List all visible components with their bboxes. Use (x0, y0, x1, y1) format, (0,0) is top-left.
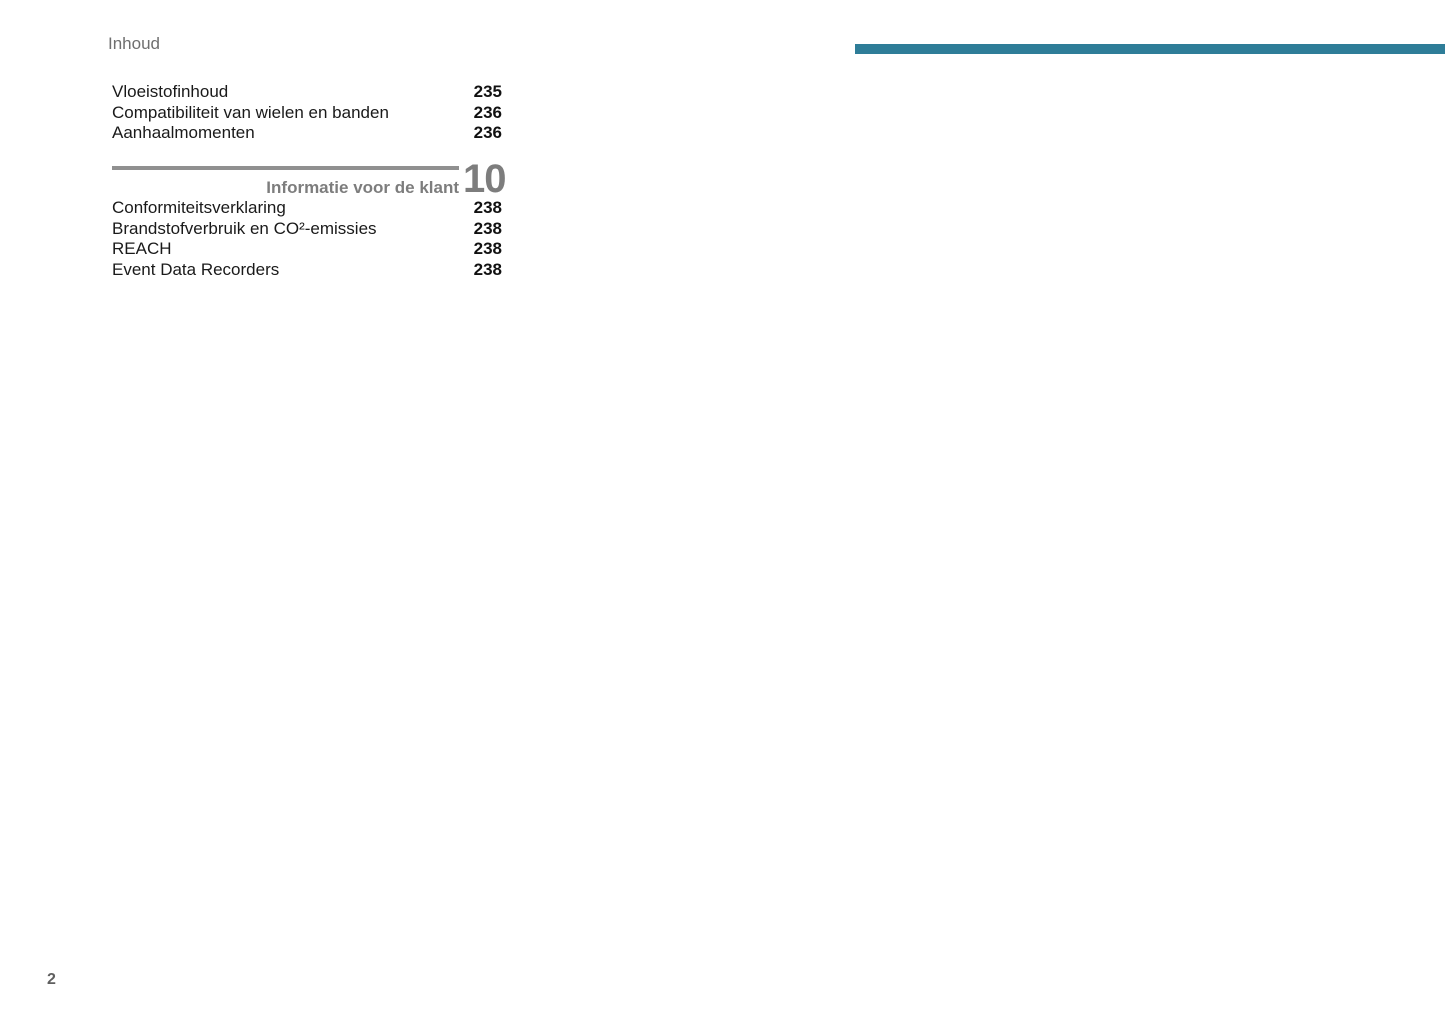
chapter-heading: Informatie voor de klant 10 (112, 157, 506, 201)
toc-entry-page: 238 (473, 239, 502, 258)
toc-entry[interactable]: Event Data Recorders 238 (112, 260, 502, 281)
toc-entry-label: Aanhaalmomenten (112, 123, 255, 142)
toc-entry[interactable]: Brandstofverbruik en CO²-emissies 238 (112, 219, 502, 240)
toc-section-fluids: Vloeistofinhoud 235 Compatibiliteit van … (112, 82, 502, 144)
toc-entry-page: 238 (473, 218, 502, 238)
toc-entry-label: Conformiteitsverklaring (112, 198, 286, 217)
toc-entry[interactable]: Vloeistofinhoud 235 (112, 82, 502, 103)
chapter-title: Informatie voor de klant (266, 178, 459, 197)
toc-entry-page: 235 (473, 82, 502, 101)
toc-entry[interactable]: Aanhaalmomenten 236 (112, 123, 502, 144)
toc-entry-label: Brandstofverbruik en CO²-emissies (112, 218, 377, 238)
page-number: 2 (47, 971, 56, 988)
chapter-divider-line: Informatie voor de klant (112, 166, 459, 196)
toc-entry-page: 236 (473, 102, 502, 122)
chapter-number: 10 (463, 157, 506, 201)
toc-entry-page: 236 (473, 123, 502, 142)
accent-bar (855, 44, 1445, 54)
toc-entry-label: REACH (112, 239, 172, 258)
toc-entry-page: 238 (473, 259, 502, 279)
toc-entry-page: 238 (473, 198, 502, 217)
toc-entry[interactable]: Compatibiliteit van wielen en banden 236 (112, 103, 502, 124)
toc-entry-label: Event Data Recorders (112, 259, 280, 279)
toc-section-customer-info: Conformiteitsverklaring 238 Brandstofver… (112, 198, 502, 280)
toc-entry-label: Compatibiliteit van wielen en banden (112, 102, 389, 122)
toc-entry[interactable]: Conformiteitsverklaring 238 (112, 198, 502, 219)
toc-entry-label: Vloeistofinhoud (112, 82, 229, 101)
page-title: Inhoud (108, 34, 160, 53)
toc-entry[interactable]: REACH 238 (112, 239, 502, 260)
